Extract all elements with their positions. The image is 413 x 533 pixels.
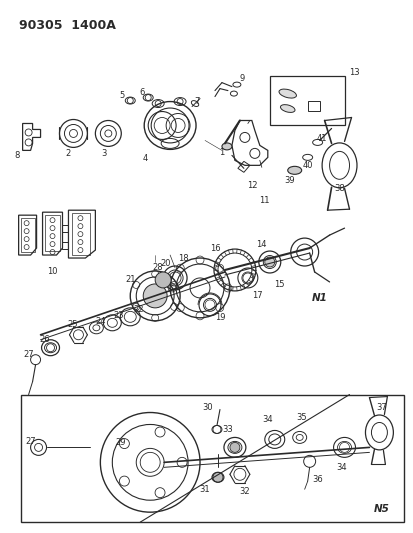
Text: 18: 18 (177, 254, 188, 263)
Text: 14: 14 (256, 239, 266, 248)
Bar (72, 213, 90, 255)
Text: 2: 2 (66, 149, 71, 158)
Circle shape (155, 272, 171, 288)
Text: N5: N5 (373, 504, 388, 514)
Text: 90305  1400A: 90305 1400A (19, 19, 115, 32)
Text: 19: 19 (214, 313, 225, 322)
Text: 29: 29 (115, 438, 125, 447)
Text: 39: 39 (284, 176, 294, 185)
Circle shape (143, 284, 167, 308)
Ellipse shape (211, 472, 223, 482)
Ellipse shape (287, 166, 301, 174)
Bar (21, 218, 35, 252)
Text: 31: 31 (199, 484, 210, 494)
Text: 20: 20 (159, 259, 170, 268)
Text: 11: 11 (259, 196, 269, 205)
Text: 38: 38 (333, 184, 344, 193)
Text: 9: 9 (239, 74, 244, 83)
Text: 16: 16 (209, 244, 220, 253)
Bar (307, 101, 319, 110)
Text: 23: 23 (113, 311, 123, 320)
Text: 37: 37 (375, 403, 386, 412)
Text: 27: 27 (23, 350, 34, 359)
Text: 27: 27 (25, 437, 36, 446)
Text: 10: 10 (47, 268, 58, 277)
Circle shape (264, 257, 274, 267)
Text: 40: 40 (301, 161, 312, 170)
Text: 5: 5 (119, 91, 125, 100)
Text: 4: 4 (142, 154, 147, 163)
Bar (45, 215, 60, 251)
Text: 41: 41 (316, 134, 326, 143)
Text: 33: 33 (222, 425, 233, 434)
Text: 22: 22 (133, 305, 143, 314)
Text: 30: 30 (202, 403, 213, 412)
Text: 13: 13 (348, 68, 359, 77)
Text: 1: 1 (219, 148, 224, 157)
Text: 6: 6 (139, 88, 145, 97)
Ellipse shape (221, 143, 231, 150)
Ellipse shape (280, 104, 294, 112)
Text: 24: 24 (95, 317, 105, 326)
Bar (269, 76, 344, 125)
Text: 8: 8 (14, 151, 19, 160)
Text: 28: 28 (152, 263, 163, 272)
Text: 35: 35 (296, 413, 306, 422)
Text: 17: 17 (252, 292, 263, 301)
Text: 32: 32 (239, 487, 249, 496)
Text: 34: 34 (262, 415, 273, 424)
Text: 34: 34 (335, 463, 346, 472)
Text: N1: N1 (311, 293, 327, 303)
Text: 7: 7 (194, 97, 199, 106)
Bar (21, 394, 404, 522)
Text: 12: 12 (246, 181, 256, 190)
Text: 21: 21 (125, 276, 135, 285)
Text: 36: 36 (311, 475, 322, 484)
Text: 26: 26 (39, 335, 50, 344)
Ellipse shape (278, 89, 296, 98)
Circle shape (229, 442, 239, 453)
Text: 3: 3 (102, 149, 107, 158)
Text: 25: 25 (67, 320, 78, 329)
Text: 15: 15 (274, 280, 284, 289)
